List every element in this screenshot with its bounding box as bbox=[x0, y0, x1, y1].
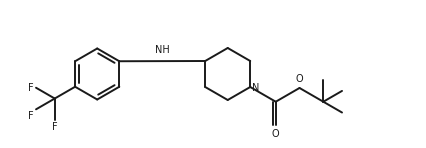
Text: F: F bbox=[29, 83, 34, 93]
Text: O: O bbox=[296, 74, 303, 84]
Text: F: F bbox=[52, 122, 58, 132]
Text: N: N bbox=[252, 83, 260, 93]
Text: NH: NH bbox=[155, 45, 170, 55]
Text: F: F bbox=[29, 111, 34, 121]
Text: O: O bbox=[272, 129, 279, 139]
